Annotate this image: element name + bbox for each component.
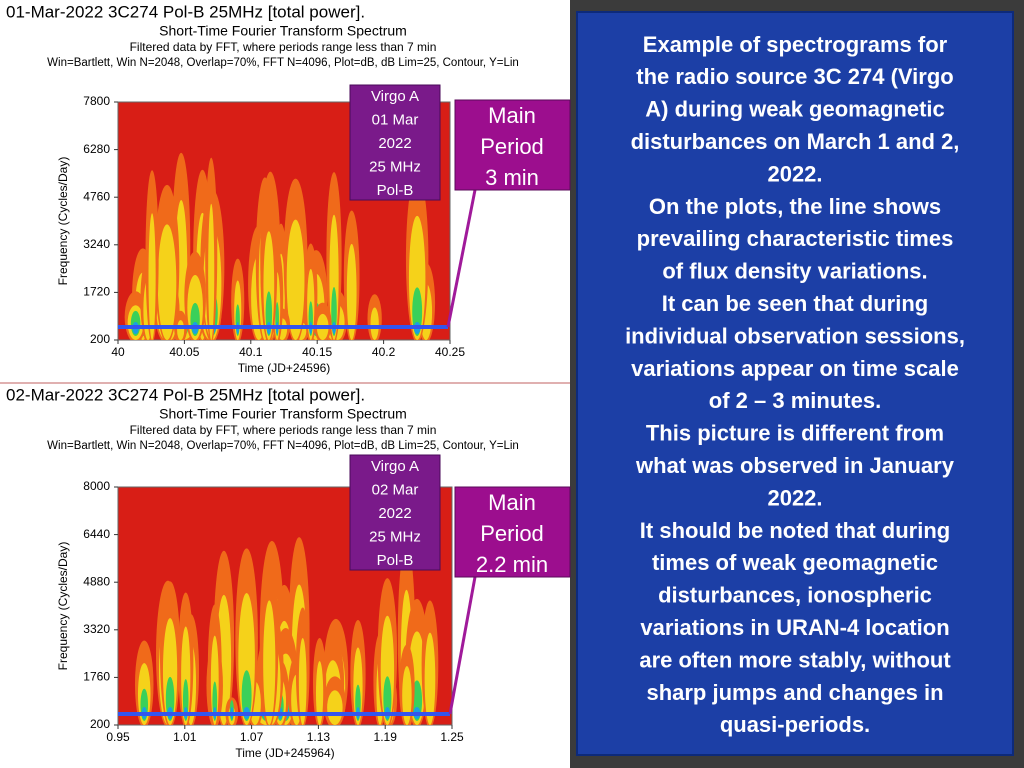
contour (177, 320, 185, 340)
contour (402, 666, 412, 725)
text-line: 2022. (767, 161, 822, 186)
plot-filter: Filtered data by FFT, where periods rang… (130, 40, 437, 54)
y-tick-label: 8000 (83, 479, 110, 493)
text-line: times of weak geomagnetic (652, 550, 938, 575)
text-line: This picture is different from (646, 421, 944, 446)
spectrogram-features (124, 152, 436, 340)
source-label: Virgo A (371, 458, 419, 475)
source-label: Pol-B (377, 552, 414, 569)
source-label: 02 Mar (372, 481, 419, 498)
contour (424, 632, 436, 725)
period-label: 3 min (485, 165, 539, 190)
y-tick-label: 6280 (83, 142, 110, 156)
text-line: of flux density variations. (662, 259, 927, 284)
y-tick-label: 3240 (83, 237, 110, 251)
period-label: 2.2 min (476, 552, 548, 577)
contour (315, 661, 324, 725)
source-label: 2022 (378, 505, 411, 522)
contour (298, 638, 307, 725)
x-tick-label: 40.05 (169, 345, 199, 359)
y-tick-label: 1720 (83, 285, 110, 299)
source-label: Virgo A (371, 88, 419, 105)
contour (327, 690, 343, 725)
plot-filter: Filtered data by FFT, where periods rang… (130, 423, 437, 437)
x-axis-label: Time (JD+245964) (235, 746, 334, 760)
source-label: 25 MHz (369, 158, 421, 175)
contour (263, 600, 276, 725)
x-tick-label: 1.25 (440, 730, 464, 744)
contour (286, 219, 305, 340)
source-label: 01 Mar (372, 111, 419, 128)
x-tick-label: 40.25 (435, 345, 465, 359)
y-tick-label: 7800 (83, 94, 110, 108)
text-line: It should be noted that during (640, 518, 950, 543)
x-tick-label: 0.95 (106, 730, 130, 744)
source-label: Pol-B (377, 182, 414, 199)
text-line: are often more stably, without (639, 647, 951, 672)
text-line: variations in URAN-4 location (640, 615, 949, 640)
period-label: Main (488, 103, 536, 128)
x-tick-label: 40.15 (302, 345, 332, 359)
x-tick-label: 1.13 (307, 730, 331, 744)
contour (208, 203, 215, 340)
y-tick-label: 200 (90, 717, 110, 731)
text-line: sharp jumps and changes in (646, 680, 943, 705)
y-tick-label: 4760 (83, 189, 110, 203)
text-line: of 2 – 3 minutes. (709, 388, 881, 413)
source-box (349, 454, 441, 571)
contour (412, 287, 423, 336)
plot-title: 01-Mar-2022 3C274 Pol-B 25MHz [total pow… (6, 2, 365, 21)
y-axis-label: Frequency (Cycles/Day) (56, 542, 70, 671)
source-label: 25 MHz (369, 528, 421, 545)
x-tick-label: 1.01 (173, 730, 197, 744)
text-line: 2022. (767, 485, 822, 510)
y-axis-label: Frequency (Cycles/Day) (56, 157, 70, 286)
contour (241, 670, 252, 721)
y-tick-label: 4880 (83, 574, 110, 588)
x-tick-label: 1.19 (374, 730, 398, 744)
x-axis-label: Time (JD+24596) (238, 361, 331, 375)
contour (148, 213, 156, 340)
text-line: variations appear on time scale (631, 356, 959, 381)
x-tick-label: 40.1 (239, 345, 263, 359)
x-tick-label: 40.2 (372, 345, 396, 359)
y-tick-label: 200 (90, 332, 110, 346)
text-line: It can be seen that during (662, 291, 928, 316)
text-line: quasi-periods. (720, 712, 870, 737)
contour (331, 287, 337, 336)
period-label: Period (480, 134, 544, 159)
y-tick-label: 1760 (83, 670, 110, 684)
text-line: Example of spectrograms for (643, 32, 948, 57)
period-box (454, 486, 571, 578)
y-tick-label: 3320 (83, 622, 110, 636)
y-tick-label: 6440 (83, 527, 110, 541)
text-line: disturbances on March 1 and 2, (631, 129, 960, 154)
text-box (576, 11, 1014, 756)
plot-title: 02-Mar-2022 3C274 Pol-B 25MHz [total pow… (6, 385, 365, 404)
plot-params: Win=Bartlett, Win N=2048, Overlap=70%, F… (47, 440, 519, 452)
source-box (349, 84, 441, 201)
source-label: 2022 (378, 135, 411, 152)
plot-subtitle: Short-Time Fourier Transform Spectrum (159, 23, 407, 39)
period-label: Period (480, 521, 544, 546)
period-label: Main (488, 490, 536, 515)
period-box (454, 99, 571, 191)
text-line: prevailing characteristic times (637, 226, 954, 251)
x-tick-label: 1.07 (240, 730, 264, 744)
contour (370, 307, 379, 340)
text-line: disturbances, ionospheric (658, 583, 932, 608)
x-tick-label: 40 (111, 345, 125, 359)
callout-line (446, 189, 477, 328)
text-line: On the plots, the line shows (649, 194, 941, 219)
text-line: the radio source 3C 274 (Virgo (636, 64, 953, 89)
text-line: individual observation sessions, (625, 323, 965, 348)
contour (346, 243, 357, 340)
callout-line (448, 576, 477, 715)
text-line: A) during weak geomagnetic (645, 97, 945, 122)
text-line: what was observed in January (635, 453, 955, 478)
plot-params: Win=Bartlett, Win N=2048, Overlap=70%, F… (47, 57, 519, 69)
plot-subtitle: Short-Time Fourier Transform Spectrum (159, 406, 407, 422)
contour (157, 224, 177, 340)
